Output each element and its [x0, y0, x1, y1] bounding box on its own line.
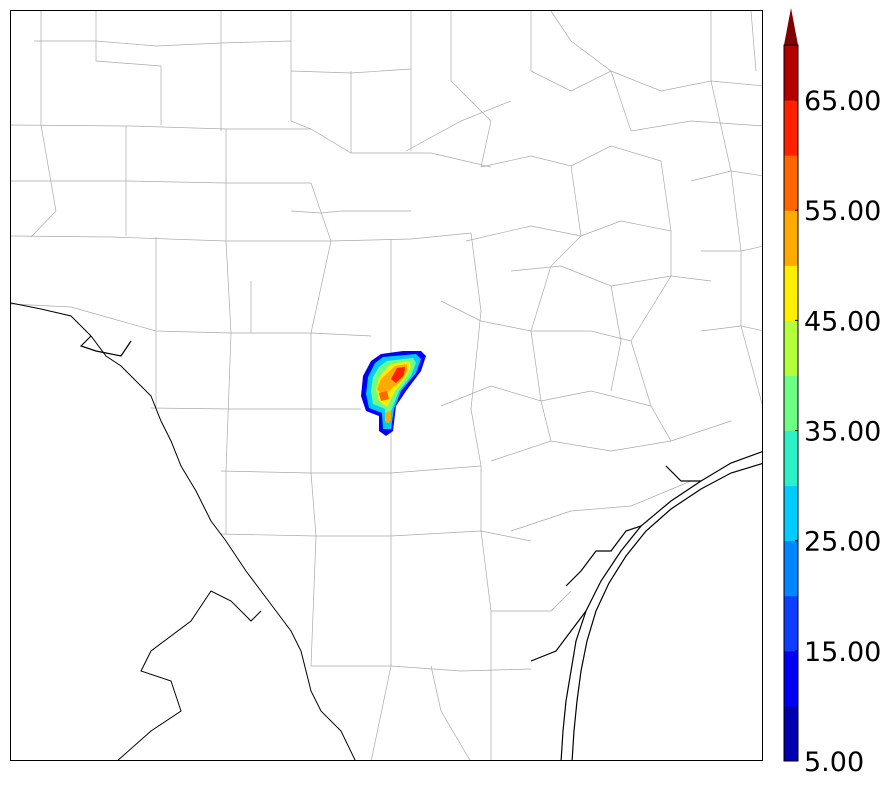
state-border-rio-grande: [11, 302, 356, 760]
colorbar-tick-label: 45.00: [804, 306, 881, 337]
colorbar-band: [784, 540, 798, 597]
colorbar-tick-label: 25.00: [804, 527, 881, 558]
reflectivity-echo: [361, 351, 426, 436]
colorbar-extend-arrow: [784, 8, 798, 45]
echo-orange-south: [385, 411, 391, 423]
echo-red-core: [391, 367, 405, 383]
colorbar-band: [784, 265, 798, 321]
map-panel: [10, 10, 763, 761]
colorbar-tick-label: 65.00: [804, 86, 881, 117]
colorbar: 5.00 15.00 25.00 35.00 45.00 55.00 65.00: [783, 8, 881, 778]
colorbar-outline: [783, 44, 799, 762]
colorbar-band: [784, 155, 798, 211]
coastline: [79, 335, 762, 760]
colorbar-band: [784, 100, 798, 156]
colorbar-ticks: 5.00 15.00 25.00 35.00 45.00 55.00 65.00: [795, 86, 881, 778]
colorbar-band: [784, 650, 798, 707]
colorbar-tick-label: 5.00: [804, 747, 864, 778]
colorbar-band: [784, 485, 798, 542]
colorbar-tick-label: 55.00: [804, 196, 881, 227]
colorbar-tick-label: 15.00: [804, 637, 881, 668]
colorbar-band: [784, 45, 798, 101]
colorbar-band: [784, 430, 798, 487]
colorbar-band: [784, 705, 798, 762]
colorbar-tick-label: 35.00: [804, 417, 881, 448]
colorbar-band: [784, 375, 798, 432]
colorbar-band: [784, 210, 798, 266]
colorbar-band: [784, 595, 798, 652]
colorbar-bands: [784, 45, 798, 762]
county-boundaries: [11, 11, 762, 760]
echo-red-small: [379, 391, 389, 401]
colorbar-band: [784, 320, 798, 376]
